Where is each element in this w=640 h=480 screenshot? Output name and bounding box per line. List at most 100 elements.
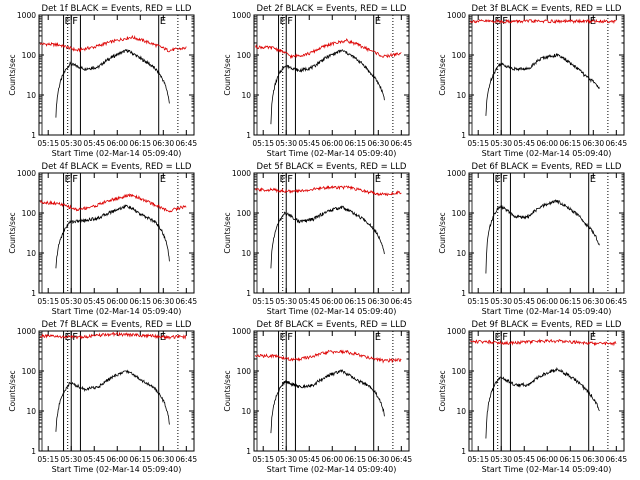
x-tick-label: 05:45 [513, 455, 535, 464]
y-tick-label: 1 [461, 289, 466, 298]
y-tick-label: 1 [246, 131, 251, 140]
y-tick-label: 1 [246, 447, 251, 456]
x-axis-title: Start Time (02-Mar-14 05:09:40) [52, 307, 182, 316]
x-tick-label: 06:00 [536, 297, 558, 306]
x-tick-label: 05:15 [467, 455, 489, 464]
x-tick-label: 05:30 [275, 455, 297, 464]
x-tick-label: 06:15 [129, 139, 151, 148]
x-tick-label: 06:45 [606, 297, 628, 306]
x-tick-label: 05:45 [298, 297, 320, 306]
x-tick-label: 06:30 [367, 139, 389, 148]
panel-title: Det 8f BLACK = Events, RED = LLD [257, 320, 407, 330]
x-tick-label: 05:30 [490, 139, 512, 148]
y-tick-label: 1000 [17, 11, 36, 20]
axes-frame [253, 14, 410, 136]
marker-letter: E [590, 174, 596, 185]
x-tick-label: 06:00 [536, 455, 558, 464]
panel-title: Det 6f BLACK = Events, RED = LLD [472, 162, 622, 172]
lld-series-line [255, 38, 402, 60]
x-tick-label: 05:15 [467, 139, 489, 148]
x-tick-label: 05:30 [490, 297, 512, 306]
marker-letter: F [287, 332, 293, 343]
y-tick-label: 10 [456, 249, 466, 258]
x-axis-title: Start Time (02-Mar-14 05:09:40) [482, 149, 612, 158]
detector-panel-4: Det 4f BLACK = Events, RED = LLD 1 10 100 10… [8, 162, 197, 316]
y-tick-label: 100 [452, 367, 467, 376]
x-tick-label: 05:15 [252, 297, 274, 306]
marker-letter: F [72, 332, 78, 343]
x-tick-label: 06:00 [106, 455, 128, 464]
y-tick-label: 10 [241, 91, 251, 100]
x-tick-label: 06:30 [582, 139, 604, 148]
y-tick-label: 100 [452, 51, 467, 60]
events-series-line [55, 369, 170, 432]
y-tick-label: 100 [237, 51, 252, 60]
detector-panel-1: Det 1f BLACK = Events, RED = LLD 1 10 100 10… [8, 4, 197, 158]
y-tick-label: 1000 [447, 327, 466, 336]
x-tick-label: 06:15 [559, 455, 581, 464]
detector-panel-3: Det 3f BLACK = Events, RED = LLD 1 10 100 10… [438, 4, 627, 158]
y-tick-label: 10 [456, 91, 466, 100]
events-series-line [270, 49, 385, 125]
y-tick-label: 10 [241, 249, 251, 258]
events-series-line [55, 204, 170, 269]
x-tick-label: 06:45 [176, 455, 198, 464]
y-axis-title: Counts/sec [8, 370, 17, 411]
x-tick-label: 06:15 [559, 297, 581, 306]
y-tick-label: 1000 [232, 11, 251, 20]
marker-letter: F [72, 174, 78, 185]
events-series-line [485, 199, 600, 274]
y-tick-label: 1 [246, 289, 251, 298]
y-tick-label: 10 [456, 407, 466, 416]
marker-letter: E [160, 174, 166, 185]
marker-letter: E [375, 174, 381, 185]
x-tick-label: 05:30 [275, 139, 297, 148]
x-axis-title: Start Time (02-Mar-14 05:09:40) [482, 307, 612, 316]
y-axis-title: Counts/sec [438, 370, 447, 411]
x-tick-label: 05:45 [83, 455, 105, 464]
axes-frame [253, 172, 410, 294]
marker-letter: F [502, 16, 508, 27]
panel-title: Det 3f BLACK = Events, RED = LLD [472, 4, 622, 14]
x-tick-label: 06:00 [106, 297, 128, 306]
panel-title: Det 4f BLACK = Events, RED = LLD [42, 162, 192, 172]
x-tick-label: 06:15 [344, 297, 366, 306]
detector-panel-2: Det 2f BLACK = Events, RED = LLD 1 10 100 10… [223, 4, 412, 158]
detector-panel-7: Det 7f BLACK = Events, RED = LLD 1 10 100 10… [8, 320, 197, 474]
x-tick-label: 05:45 [513, 139, 535, 148]
lld-series-line [255, 185, 402, 197]
x-tick-label: 05:15 [37, 139, 59, 148]
y-tick-label: 1 [31, 447, 36, 456]
x-tick-label: 05:30 [60, 139, 82, 148]
x-tick-label: 05:30 [490, 455, 512, 464]
x-tick-label: 06:00 [106, 139, 128, 148]
y-tick-label: 100 [237, 367, 252, 376]
x-tick-label: 06:45 [391, 139, 413, 148]
detector-panel-5: Det 5f BLACK = Events, RED = LLD 1 10 100 10… [223, 162, 412, 316]
y-tick-label: 1000 [232, 327, 251, 336]
x-tick-label: 06:15 [559, 139, 581, 148]
lld-series-line [470, 18, 617, 25]
detector-panel-6: Det 6f BLACK = Events, RED = LLD 1 10 100 10… [438, 162, 627, 316]
x-tick-label: 05:15 [37, 455, 59, 464]
x-tick-label: 05:45 [83, 297, 105, 306]
y-axis-title: Counts/sec [438, 212, 447, 253]
x-tick-label: 06:45 [391, 297, 413, 306]
x-tick-label: 06:15 [129, 455, 151, 464]
x-axis-title: Start Time (02-Mar-14 05:09:40) [267, 465, 397, 474]
lld-series-line [40, 34, 187, 53]
y-axis-title: Counts/sec [223, 54, 232, 95]
y-tick-label: 10 [26, 249, 36, 258]
marker-letter: F [287, 174, 293, 185]
y-axis-title: Counts/sec [8, 212, 17, 253]
lld-series-line [40, 193, 187, 213]
y-axis-title: Counts/sec [223, 370, 232, 411]
y-tick-label: 1 [31, 131, 36, 140]
x-tick-label: 06:45 [606, 139, 628, 148]
x-tick-label: 06:00 [536, 139, 558, 148]
x-tick-label: 06:45 [176, 297, 198, 306]
x-tick-label: 06:15 [344, 455, 366, 464]
marker-letter: E [590, 332, 596, 343]
y-tick-label: 100 [22, 209, 37, 218]
marker-letter: E [160, 332, 166, 343]
